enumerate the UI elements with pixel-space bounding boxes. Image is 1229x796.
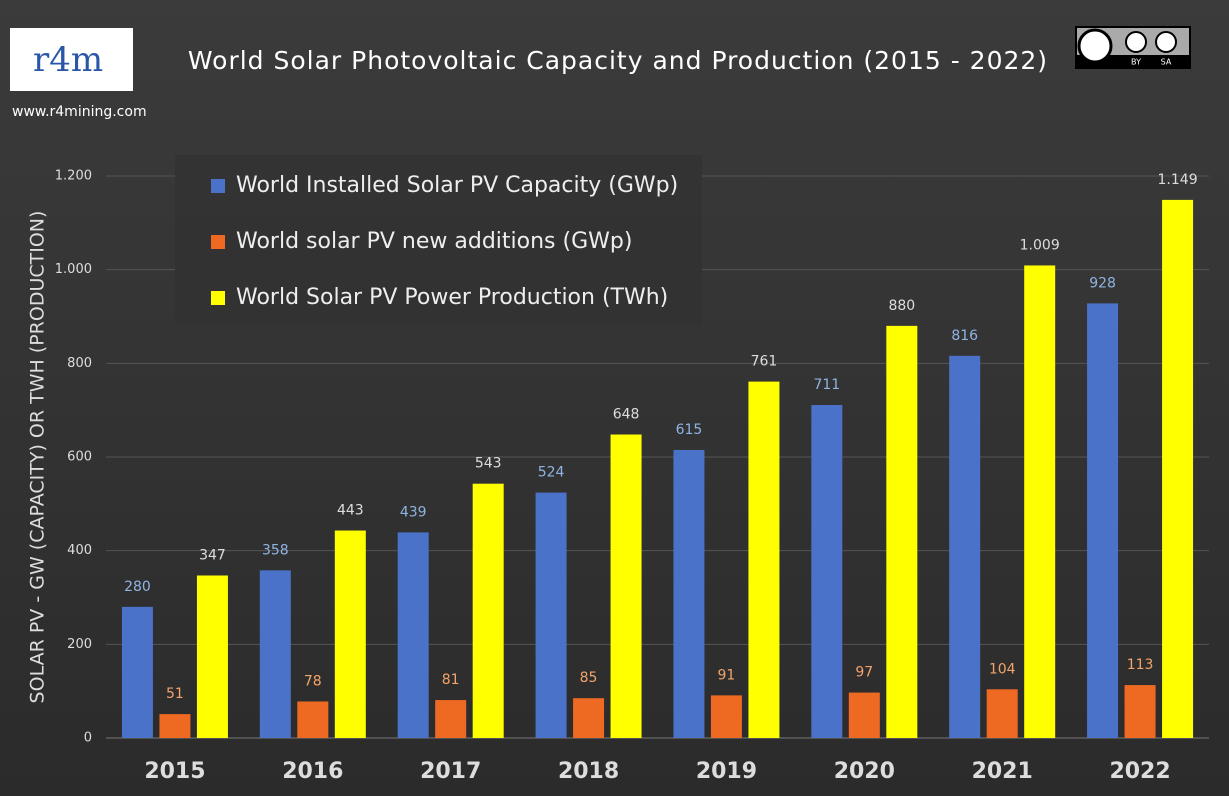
logo-box: [10, 28, 133, 91]
x-tick-label: 2020: [834, 759, 895, 784]
bar: [472, 483, 504, 738]
bar: [1024, 265, 1056, 738]
bar: [710, 695, 742, 738]
value-label: 615: [676, 422, 703, 438]
by-icon: [1125, 31, 1147, 53]
badge-sa: SA: [1161, 58, 1172, 67]
y-axis-label: SOLAR PV - GW (CAPACITY) OR TWH (PRODUCT…: [27, 211, 49, 704]
value-label: 81: [442, 672, 460, 688]
bar: [610, 434, 642, 738]
value-label: 543: [475, 456, 502, 472]
y-tick-label: 400: [67, 543, 92, 558]
value-label: 880: [888, 298, 915, 314]
value-label: 443: [337, 503, 364, 519]
value-label: 358: [262, 542, 289, 558]
bar: [811, 405, 843, 738]
value-label: 78: [304, 673, 322, 689]
x-tick-label: 2019: [696, 759, 757, 784]
chart-title: World Solar Photovoltaic Capacity and Pr…: [188, 46, 1048, 75]
value-label: 1.149: [1158, 172, 1198, 188]
bar: [673, 449, 705, 738]
badge-by: BY: [1131, 58, 1141, 67]
cc-icon: [1077, 28, 1113, 64]
value-label: 648: [613, 407, 640, 423]
value-label: 524: [538, 465, 565, 481]
bar: [121, 606, 153, 738]
x-tick-label: 2015: [144, 759, 205, 784]
bar: [297, 701, 329, 738]
y-tick-label: 600: [67, 450, 92, 465]
value-label: 85: [580, 670, 598, 686]
bar: [1087, 303, 1119, 738]
legend-swatch: [211, 291, 225, 305]
bar: [1124, 685, 1156, 738]
value-label: 97: [855, 665, 873, 681]
legend-label: World solar PV new additions (GWp): [236, 229, 632, 254]
value-label: 711: [813, 377, 840, 393]
bar: [848, 692, 880, 738]
logo: r4m: [33, 40, 103, 80]
x-tick-label: 2022: [1109, 759, 1170, 784]
value-label: 347: [199, 547, 226, 563]
y-tick-label: 1.200: [55, 169, 92, 184]
value-label: 439: [400, 504, 427, 520]
bar: [435, 700, 467, 738]
legend-swatch: [211, 235, 225, 249]
bar: [748, 381, 780, 738]
value-label: 280: [124, 579, 151, 595]
value-label: 1.009: [1020, 237, 1060, 253]
bar: [159, 714, 191, 738]
legend-label: World Installed Solar PV Capacity (GWp): [236, 173, 678, 198]
value-label: 816: [951, 328, 978, 344]
bar: [573, 698, 605, 738]
y-tick-label: 0: [84, 731, 92, 746]
bar: [259, 570, 291, 738]
bar: [986, 689, 1018, 738]
bar: [397, 532, 429, 738]
bar: [949, 355, 981, 738]
bar: [535, 492, 567, 738]
sa-icon: [1155, 31, 1177, 53]
website: www.r4mining.com: [12, 104, 147, 120]
legend-swatch: [211, 179, 225, 193]
value-label: 91: [718, 667, 736, 683]
value-label: 104: [989, 661, 1016, 677]
y-tick-label: 200: [67, 637, 92, 652]
bar: [334, 530, 366, 738]
x-tick-label: 2021: [972, 759, 1033, 784]
x-tick-label: 2016: [282, 759, 343, 784]
bar: [196, 575, 228, 738]
x-tick-label: 2017: [420, 759, 481, 784]
value-label: 761: [751, 354, 778, 370]
legend-label: World Solar PV Power Production (TWh): [236, 285, 668, 310]
bar: [886, 325, 918, 738]
value-label: 51: [166, 686, 184, 702]
bar: [1162, 199, 1194, 738]
y-tick-label: 1.000: [55, 262, 92, 277]
x-tick-label: 2018: [558, 759, 619, 784]
value-label: 928: [1089, 275, 1116, 291]
legend-box: [175, 155, 702, 325]
value-label: 113: [1127, 657, 1154, 673]
y-tick-label: 800: [67, 356, 92, 371]
